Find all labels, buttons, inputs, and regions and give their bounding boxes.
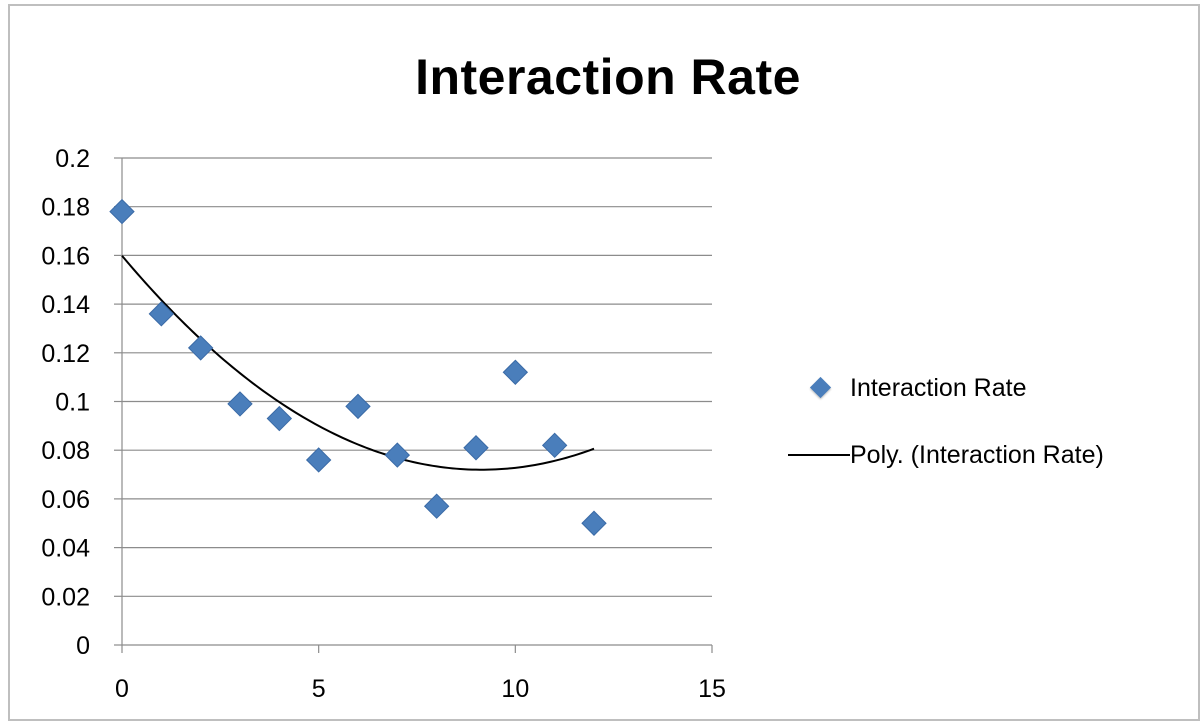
data-point-12 [581,510,607,536]
y-tick-label: 0.1 [55,389,90,417]
scatter-points [109,198,607,536]
legend: Interaction Rate Poly. (Interaction Rate… [780,368,1200,488]
data-point-2 [187,335,214,361]
x-tick-label: 5 [312,675,326,703]
data-point-6 [345,393,371,420]
x-tick-label: 10 [501,675,529,703]
chart-title: Interaction Rate [415,49,801,105]
legend-item-trendline: Poly. (Interaction Rate) [780,435,1104,475]
y-tick-label: 0.02 [41,583,90,611]
data-point-10 [502,359,529,385]
data-point-1 [148,301,175,327]
y-tick-label: 0.04 [41,535,90,563]
y-tick-label: 0 [76,632,90,660]
tick-labels: 0 0.02 0.04 0.06 0.08 0.1 0.12 0.14 0.16 0.18 0.2 0… [41,145,726,703]
trendline-layer [121,255,595,471]
y-tick-label: 0.14 [41,291,90,319]
data-point-0 [109,198,135,225]
data-point-8 [423,493,450,519]
data-point-11 [541,432,568,459]
y-tick-label: 0.08 [41,437,90,465]
x-tick-label: 0 [115,675,129,703]
gridlines [122,157,712,597]
y-tick-label: 0.2 [55,145,90,173]
y-tick-label: 0.12 [41,340,90,368]
data-point-9 [463,435,489,461]
data-point-5 [305,447,332,473]
x-tick-label: 15 [698,675,726,703]
data-point-3 [227,391,253,417]
y-tick-label: 0.16 [41,242,90,270]
legend-label-scatter: Interaction Rate [850,373,1027,402]
axes [114,157,713,653]
data-point-4 [266,405,293,432]
legend-line-marker-icon [780,435,850,475]
y-tick-label: 0.18 [41,194,90,222]
legend-item-scatter: Interaction Rate [780,368,1027,408]
legend-label-trendline: Poly. (Interaction Rate) [850,440,1104,469]
data-point-7 [384,442,411,468]
trendline-poly [121,255,595,471]
y-tick-label: 0.06 [41,486,90,514]
legend-diamond-marker-icon [780,368,850,408]
chart-frame [8,4,1200,721]
